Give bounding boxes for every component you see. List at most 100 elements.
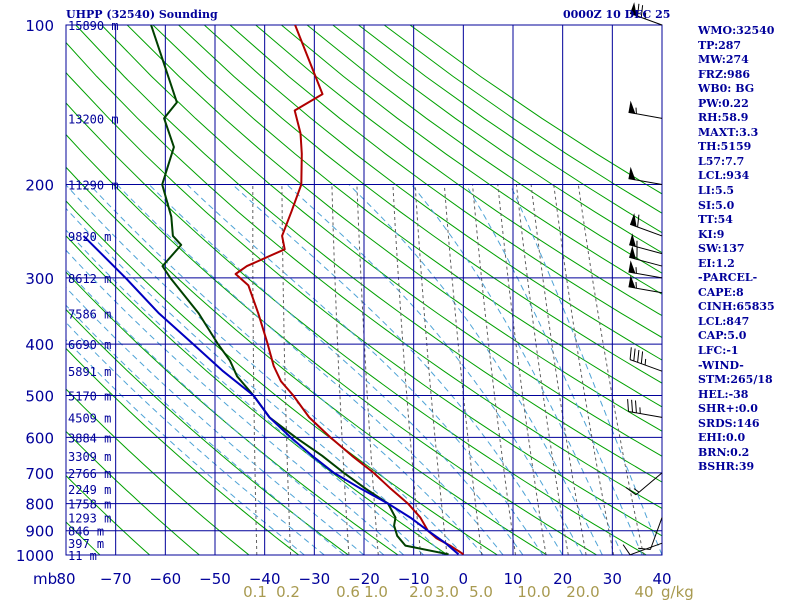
wind-barb	[627, 399, 663, 418]
index-line: SI:5.0	[698, 198, 735, 212]
index-line: SW:137	[698, 242, 745, 256]
mixing-ratio-line	[497, 184, 547, 555]
height-label: 5891 m	[68, 365, 111, 379]
dry-adiabat	[66, 347, 300, 555]
index-line: FRZ:986	[698, 67, 751, 81]
index-line: SHR+:0.0	[698, 402, 758, 416]
index-line: -WIND-	[698, 358, 744, 372]
index-line: HEL:-38	[698, 387, 749, 401]
pressure-tick-label: 900	[25, 523, 54, 541]
index-line: TT:54	[698, 213, 733, 227]
index-line: KI:9	[698, 227, 725, 241]
height-label: 13200 m	[68, 112, 119, 126]
height-label: 3309 m	[68, 450, 111, 464]
wind-barb	[629, 245, 663, 267]
moist-adiabat	[89, 184, 484, 555]
mixing-ratio-label: 0.6	[336, 583, 360, 600]
moist-adiabat	[66, 268, 385, 555]
dry-adiabat	[66, 388, 250, 555]
moist-adiabat	[66, 229, 424, 555]
height-label: 11 m	[68, 549, 97, 563]
mixing-ratio-label: 2.0	[409, 583, 433, 600]
pressure-tick-label: 1000	[16, 547, 54, 565]
temperature-tick-label: −10	[398, 570, 430, 588]
mixing-ratio-label: 0.2	[276, 583, 300, 600]
dry-adiabat	[101, 25, 662, 457]
moist-adiabat	[66, 286, 365, 555]
index-line: MW:274	[698, 53, 749, 67]
dry-adiabat	[66, 166, 548, 555]
temperature-tick-label: 30	[603, 570, 622, 588]
dry-adiabat	[281, 25, 662, 295]
height-label: 8612 m	[68, 272, 111, 286]
pressure-tick-label: 700	[25, 465, 54, 483]
index-line: L57:7.7	[698, 154, 745, 168]
dry-adiabat	[203, 25, 662, 361]
plot-frame	[65, 24, 663, 556]
dry-adiabat	[66, 308, 349, 555]
temperature-tick-label: 80	[56, 570, 75, 588]
dry-adiabat	[66, 71, 662, 537]
wind-barb	[622, 542, 663, 556]
dry-adiabat	[66, 133, 597, 555]
mixing-ratio-line	[472, 184, 516, 555]
pressure-tick-label: 600	[25, 429, 54, 447]
pressure-tick-label: 300	[25, 270, 54, 288]
moist-adiabat	[66, 207, 444, 555]
dry-adiabat	[178, 25, 662, 384]
index-line: WB0: BG	[698, 82, 755, 96]
parcel-path	[82, 235, 460, 555]
height-label: 1758 m	[68, 498, 111, 512]
height-label: 9820 m	[68, 230, 111, 244]
moist-adiabat	[465, 184, 643, 555]
wind-barbs	[622, 2, 663, 556]
temperature-tick-label: 40	[652, 570, 671, 588]
moist-adiabat	[116, 184, 504, 555]
mixing-ratio-label: 40	[634, 583, 653, 600]
mixing-ratio-label: 10.0	[517, 583, 550, 600]
index-line: CAP:5.0	[698, 329, 747, 343]
index-line: PW:0.22	[698, 96, 749, 110]
valid-time: 0000Z 10 DEC 25	[563, 8, 671, 21]
mixing-ratio-line	[331, 184, 350, 555]
temperature-tick-label: −20	[348, 570, 380, 588]
wind-barb	[629, 2, 663, 26]
wind-barb	[628, 166, 663, 186]
pressure-tick-label: 100	[25, 17, 54, 35]
moist-adiabat	[509, 184, 662, 555]
index-line: WMO:32540	[698, 24, 775, 37]
wind-barb	[629, 347, 663, 372]
dry-adiabat	[66, 235, 448, 555]
index-line: TP:287	[698, 38, 742, 52]
mixing-ratio-label: 20.0	[566, 583, 599, 600]
index-line: EHI:0.0	[698, 431, 746, 445]
dry-adiabat	[306, 25, 662, 274]
index-line: TH:5159	[698, 140, 752, 154]
mixing-ratio-line	[356, 184, 379, 555]
temperature-tick-label: 0	[459, 570, 469, 588]
temperature-tick-label: −50	[199, 570, 231, 588]
temperature-tick-label: 20	[553, 570, 572, 588]
dry-adiabat	[66, 200, 498, 555]
mixing-ratio-label: 0.1	[243, 583, 267, 600]
index-line: EI:1.2	[698, 256, 735, 270]
mixing-ratio-line	[392, 184, 422, 555]
index-line: BRN:0.2	[698, 445, 750, 459]
dry-adiabat	[75, 25, 662, 483]
temperature-tick-label: −70	[100, 570, 132, 588]
dry-adiabat	[255, 25, 662, 317]
moist-adiabat	[348, 184, 603, 555]
temperature-profile	[234, 25, 465, 555]
height-label: 846 m	[68, 525, 104, 539]
pressure-tick-label: 200	[25, 177, 54, 195]
height-label: 2766 m	[68, 467, 111, 481]
index-line: LFC:-1	[698, 344, 739, 358]
moist-adiabat	[411, 184, 623, 555]
temperature-tick-label: −30	[299, 570, 331, 588]
mixing-ratio-line	[443, 184, 483, 555]
mixing-ratio-label: 1.0	[364, 583, 388, 600]
height-label: 3884 m	[68, 431, 111, 445]
wind-barb	[638, 517, 663, 550]
background-lines	[66, 25, 662, 555]
